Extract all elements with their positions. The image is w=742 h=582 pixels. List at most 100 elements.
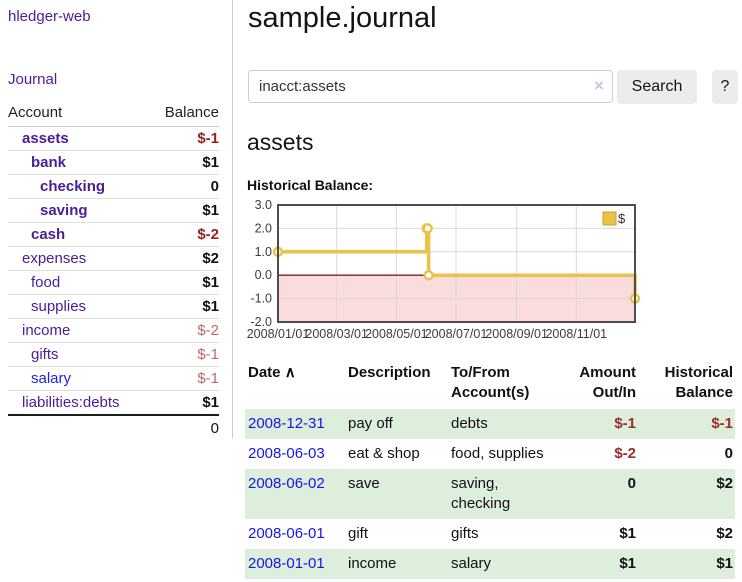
transaction-accounts: salary	[451, 555, 492, 572]
y-axis-tick-label: -1.0	[250, 292, 272, 306]
account-row: assets $-1	[8, 126, 219, 151]
account-balance: 0	[149, 174, 219, 199]
account-balance: $-1	[149, 342, 219, 367]
data-point-marker	[422, 223, 433, 234]
transaction-description: eat & shop	[348, 445, 420, 462]
search-button[interactable]: Search	[617, 70, 697, 104]
account-link-assets[interactable]: assets	[22, 130, 69, 147]
transaction-amount: $1	[619, 525, 636, 542]
transaction-date-link[interactable]: 2008-06-01	[248, 525, 325, 542]
register-row: 2008-01-01 income salary $1 $1	[245, 549, 735, 579]
accounts-total-row: 0	[8, 414, 219, 440]
transaction-amount: $-2	[614, 445, 636, 462]
register-row: 2008-06-02 save saving, checking 0 $2	[245, 469, 735, 519]
account-balance: $1	[149, 198, 219, 223]
account-link-saving[interactable]: saving	[40, 202, 88, 219]
accounts-header-account: Account	[8, 100, 150, 127]
account-row: gifts $-1	[8, 342, 219, 367]
transaction-accounts: gifts	[451, 525, 479, 542]
transaction-description: save	[348, 475, 380, 492]
account-row: bank $1	[8, 150, 219, 175]
historical-balance-chart: $3.0 2.0 1.0 0.0 -1.0 -2.0 2008/01/01 2008/03/0…	[245, 198, 645, 348]
account-link-income[interactable]: income	[22, 322, 71, 339]
x-axis-tick-label: 2008/05/01	[365, 327, 428, 341]
transaction-amount: $1	[619, 555, 636, 572]
account-balance: $1	[149, 150, 219, 175]
account-link-gifts[interactable]: gifts	[31, 346, 59, 363]
register-header-balance: Historical Balance	[664, 364, 733, 401]
register-header-description: Description	[348, 364, 431, 381]
transaction-balance: $2	[716, 475, 733, 492]
y-axis-tick-label: -2.0	[250, 315, 272, 329]
account-row: income $-2	[8, 318, 219, 343]
y-axis-tick-label: 0.0	[255, 268, 272, 282]
account-balance: $1	[149, 294, 219, 319]
accounts-header-row: Account Balance	[8, 100, 219, 127]
transaction-date-link[interactable]: 2008-12-31	[248, 415, 325, 432]
account-link-cash[interactable]: cash	[31, 226, 66, 243]
sidebar-item-journal[interactable]: Journal	[8, 71, 58, 88]
accounts-header-balance: Balance	[149, 100, 219, 127]
search-input[interactable]	[248, 70, 613, 103]
account-row: liabilities:debts $1	[8, 390, 219, 416]
account-balance: $1	[149, 390, 219, 416]
account-balance: $2	[149, 246, 219, 271]
y-axis-tick-label: 2.0	[255, 221, 272, 235]
transaction-date-link[interactable]: 2008-06-02	[248, 475, 325, 492]
account-link-liabilities-debts[interactable]: liabilities:debts	[22, 394, 120, 411]
account-balance: $-2	[149, 222, 219, 247]
plot-border	[277, 204, 636, 323]
account-balance: $-1	[149, 366, 219, 391]
transaction-balance: $-1	[711, 415, 733, 432]
clear-search-icon[interactable]: ×	[594, 76, 604, 95]
transaction-description: gift	[348, 525, 369, 542]
account-balance: $-1	[149, 126, 219, 151]
app-brand-link[interactable]: hledger-web	[8, 8, 91, 25]
register-header-amount: Amount Out/In	[579, 364, 636, 401]
register-header-row: Date ∧ Description To/From Account(s) Am…	[245, 361, 735, 409]
sort-ascending-icon: ∧	[284, 364, 296, 381]
sidebar-divider	[232, 0, 233, 438]
accounts-table: Account Balance assets $-1 bank $1 checking 0…	[8, 100, 219, 440]
x-axis-tick-label: 2008/11/01	[545, 327, 607, 341]
register-row: 2008-12-31 pay off debts $-1 $-1	[245, 409, 735, 439]
register-row: 2008-06-03 eat & shop food, supplies $-2 0	[245, 439, 735, 469]
account-link-bank[interactable]: bank	[31, 154, 67, 171]
register-header-accounts: To/From Account(s)	[451, 364, 530, 401]
transaction-date-link[interactable]: 2008-06-03	[248, 445, 325, 462]
account-row: salary $-1	[8, 366, 219, 391]
account-row: cash $-2	[8, 222, 219, 247]
chart-title: Historical Balance:	[247, 177, 374, 193]
account-balance: $-2	[149, 318, 219, 343]
transaction-balance: $1	[716, 555, 733, 572]
transaction-amount: 0	[627, 475, 636, 492]
legend-swatch	[602, 211, 617, 226]
account-link-food[interactable]: food	[31, 274, 61, 291]
transaction-date-link[interactable]: 2008-01-01	[248, 555, 325, 572]
account-link-checking[interactable]: checking	[40, 178, 106, 195]
x-axis-tick-label: 2008/09/01	[485, 327, 548, 341]
account-link-expenses[interactable]: expenses	[22, 250, 87, 267]
account-link-supplies[interactable]: supplies	[31, 298, 87, 315]
legend-label: $	[618, 211, 626, 226]
transaction-balance: $2	[716, 525, 733, 542]
y-axis-tick-label: 3.0	[255, 200, 272, 212]
account-row: saving $1	[8, 198, 219, 223]
account-link-salary[interactable]: salary	[31, 370, 72, 387]
account-row: checking 0	[8, 174, 219, 199]
register-row: 2008-06-01 gift gifts $1 $2	[245, 519, 735, 549]
transaction-accounts: saving, checking	[451, 475, 511, 512]
data-point-marker	[423, 269, 434, 281]
transaction-description: income	[348, 555, 397, 572]
register-header-date[interactable]: Date ∧	[248, 364, 296, 381]
chart-canvas: $3.0 2.0 1.0 0.0 -1.0 -2.02008/01/012008/03/0…	[247, 198, 641, 341]
account-heading: assets	[247, 129, 314, 155]
accounts-total-value: 0	[149, 414, 219, 440]
register-table: Date ∧ Description To/From Account(s) Am…	[245, 361, 735, 579]
transaction-accounts: debts	[451, 415, 488, 432]
x-axis-tick-label: 2008/01/01	[247, 327, 310, 341]
account-row: supplies $1	[8, 294, 219, 319]
transaction-balance: 0	[724, 445, 733, 462]
help-button[interactable]: ?	[712, 70, 738, 104]
x-axis-tick-label: 2008/07/01	[425, 327, 488, 341]
